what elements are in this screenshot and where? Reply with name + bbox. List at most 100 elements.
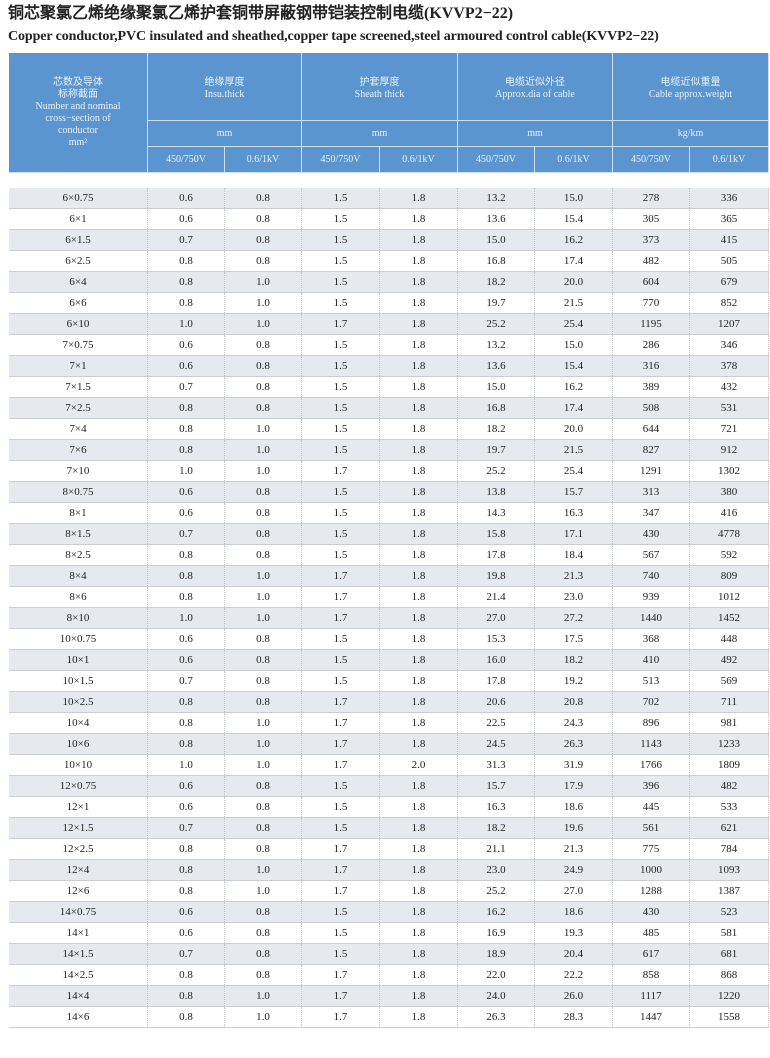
cell-sheath-0.6-1kv: 1.8 [380, 566, 458, 586]
cell-sheath-450-750v: 1.5 [302, 272, 380, 292]
header-voltage: 0.6/1kV [225, 147, 302, 173]
table-row: 10×2.5 0.8 0.8 1.7 1.8 20.6 20.8 702 711 [9, 692, 769, 713]
cell-insu-450-750v: 0.8 [148, 692, 225, 712]
cell-weight-450-750v: 286 [613, 335, 690, 355]
cell-sheath-450-750v: 1.7 [302, 860, 380, 880]
cell-insu-0.6-1kv: 0.8 [225, 650, 302, 670]
cell-conductor: 6×2.5 [9, 251, 148, 271]
table-row: 10×4 0.8 1.0 1.7 1.8 22.5 24.3 896 981 [9, 713, 769, 734]
cell-conductor: 6×1.5 [9, 230, 148, 250]
cell-weight-0.6-1kv: 523 [690, 902, 769, 922]
cell-weight-450-750v: 410 [613, 650, 690, 670]
cell-dia-450-750v: 15.7 [458, 776, 535, 796]
cell-sheath-450-750v: 1.7 [302, 839, 380, 859]
cell-insu-0.6-1kv: 0.8 [225, 923, 302, 943]
header-voltage: 450/750V [458, 147, 535, 173]
cell-sheath-0.6-1kv: 1.8 [380, 503, 458, 523]
cell-dia-450-750v: 15.0 [458, 230, 535, 250]
cell-sheath-450-750v: 1.7 [302, 587, 380, 607]
cell-weight-450-750v: 1000 [613, 860, 690, 880]
cell-sheath-0.6-1kv: 2.0 [380, 755, 458, 775]
title-english: Copper conductor,PVC insulated and sheat… [8, 29, 659, 44]
header-approx-weight: 电缆近似重量 Cable approx.weight [613, 53, 769, 121]
cell-insu-450-750v: 0.7 [148, 524, 225, 544]
header-conductor-cn1: 芯数及导体 [53, 76, 103, 88]
cell-insu-450-750v: 0.7 [148, 230, 225, 250]
cell-insu-450-750v: 0.8 [148, 545, 225, 565]
cell-conductor: 7×4 [9, 419, 148, 439]
table-row: 12×2.5 0.8 0.8 1.7 1.8 21.1 21.3 775 784 [9, 839, 769, 860]
header-voltage: 450/750V [148, 147, 225, 173]
cell-conductor: 14×4 [9, 986, 148, 1006]
cell-weight-0.6-1kv: 621 [690, 818, 769, 838]
cell-insu-450-750v: 0.8 [148, 713, 225, 733]
cell-weight-450-750v: 702 [613, 692, 690, 712]
cell-dia-0.6-1kv: 22.2 [535, 965, 613, 985]
cell-insu-0.6-1kv: 0.8 [225, 671, 302, 691]
cell-insu-450-750v: 0.6 [148, 335, 225, 355]
cell-weight-450-750v: 278 [613, 188, 690, 208]
cell-insu-0.6-1kv: 0.8 [225, 629, 302, 649]
cell-weight-0.6-1kv: 1302 [690, 461, 769, 481]
cell-sheath-450-750v: 1.5 [302, 377, 380, 397]
cell-conductor: 10×4 [9, 713, 148, 733]
cell-dia-0.6-1kv: 15.7 [535, 482, 613, 502]
cell-sheath-450-750v: 1.5 [302, 335, 380, 355]
cell-sheath-450-750v: 1.7 [302, 314, 380, 334]
cell-insu-0.6-1kv: 0.8 [225, 230, 302, 250]
cell-conductor: 8×4 [9, 566, 148, 586]
cell-conductor: 12×2.5 [9, 839, 148, 859]
cell-weight-450-750v: 396 [613, 776, 690, 796]
cell-weight-0.6-1kv: 533 [690, 797, 769, 817]
header-voltage: 0.6/1kV [380, 147, 458, 173]
table-row: 12×0.75 0.6 0.8 1.5 1.8 15.7 17.9 396 482 [9, 776, 769, 797]
cell-dia-0.6-1kv: 27.2 [535, 608, 613, 628]
cell-sheath-0.6-1kv: 1.8 [380, 419, 458, 439]
table-row: 10×1.5 0.7 0.8 1.5 1.8 17.8 19.2 513 569 [9, 671, 769, 692]
cell-dia-450-750v: 19.7 [458, 440, 535, 460]
cell-dia-450-750v: 21.4 [458, 587, 535, 607]
cell-weight-450-750v: 508 [613, 398, 690, 418]
cell-dia-450-750v: 24.0 [458, 986, 535, 1006]
cell-dia-0.6-1kv: 17.4 [535, 398, 613, 418]
cell-dia-450-750v: 25.2 [458, 881, 535, 901]
cell-dia-450-750v: 22.5 [458, 713, 535, 733]
cell-weight-0.6-1kv: 679 [690, 272, 769, 292]
cell-dia-450-750v: 16.3 [458, 797, 535, 817]
cell-sheath-450-750v: 1.5 [302, 293, 380, 313]
cell-dia-0.6-1kv: 16.3 [535, 503, 613, 523]
cell-dia-0.6-1kv: 20.0 [535, 419, 613, 439]
header-unit: kg/km [613, 121, 769, 147]
cell-weight-450-750v: 1291 [613, 461, 690, 481]
header-approx-weight-cn: 电缆近似重量 [660, 76, 721, 88]
cell-insu-450-750v: 0.6 [148, 209, 225, 229]
cell-conductor: 12×4 [9, 860, 148, 880]
table-row: 8×0.75 0.6 0.8 1.5 1.8 13.8 15.7 313 380 [9, 482, 769, 503]
cell-sheath-450-750v: 1.5 [302, 188, 380, 208]
cell-weight-0.6-1kv: 868 [690, 965, 769, 985]
cell-sheath-0.6-1kv: 1.8 [380, 545, 458, 565]
cell-sheath-0.6-1kv: 1.8 [380, 377, 458, 397]
table-header: 芯数及导体 标称截面 Number and nominal cross−sect… [9, 53, 769, 173]
cell-dia-450-750v: 13.2 [458, 335, 535, 355]
cell-dia-0.6-1kv: 19.6 [535, 818, 613, 838]
cell-insu-450-750v: 0.7 [148, 671, 225, 691]
cell-dia-0.6-1kv: 16.2 [535, 230, 613, 250]
header-insulation-thickness: 绝缘厚度 Insu.thick [148, 53, 302, 121]
cell-conductor: 12×1.5 [9, 818, 148, 838]
cell-weight-450-750v: 305 [613, 209, 690, 229]
cell-dia-450-750v: 13.6 [458, 209, 535, 229]
table-row: 10×10 1.0 1.0 1.7 2.0 31.3 31.9 1766 1809 [9, 755, 769, 776]
cell-weight-0.6-1kv: 416 [690, 503, 769, 523]
cell-insu-450-750v: 0.8 [148, 293, 225, 313]
cell-dia-450-750v: 16.0 [458, 650, 535, 670]
cell-dia-450-750v: 14.3 [458, 503, 535, 523]
cell-insu-450-750v: 0.8 [148, 965, 225, 985]
cell-conductor: 14×6 [9, 1007, 148, 1027]
cell-dia-0.6-1kv: 21.5 [535, 440, 613, 460]
cell-sheath-0.6-1kv: 1.8 [380, 986, 458, 1006]
cell-sheath-450-750v: 1.5 [302, 440, 380, 460]
cell-sheath-0.6-1kv: 1.8 [380, 944, 458, 964]
cell-weight-0.6-1kv: 415 [690, 230, 769, 250]
table-row: 7×6 0.8 1.0 1.5 1.8 19.7 21.5 827 912 [9, 440, 769, 461]
